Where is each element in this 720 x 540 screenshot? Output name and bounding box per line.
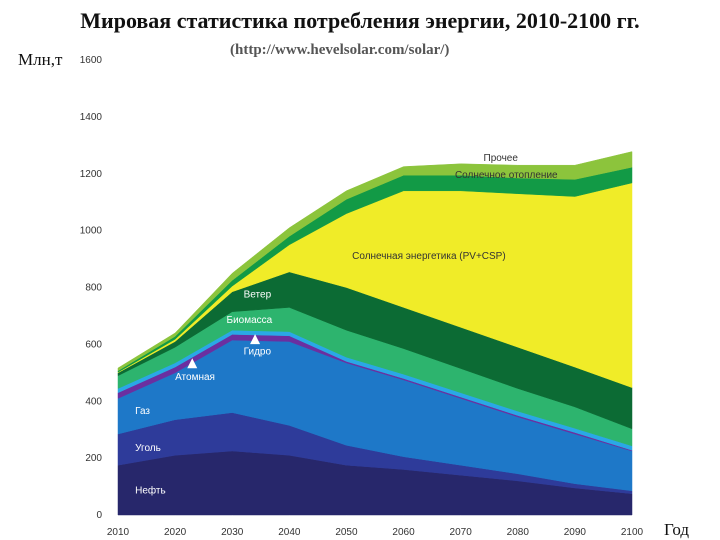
chart-subtitle: (http://www.hevelsolar.com/solar/)	[230, 42, 450, 58]
y-axis-label: Млн,т	[18, 50, 63, 69]
label-marker-triangle	[187, 358, 198, 369]
x-tick-label: 2040	[278, 527, 301, 538]
x-tick-label: 2010	[107, 527, 130, 538]
x-tick-label: 2090	[564, 527, 587, 538]
series-label: Прочее	[484, 153, 519, 164]
series-label: Солнечное отопление	[455, 170, 558, 181]
y-tick-label: 1400	[80, 112, 103, 123]
series-label: Атомная	[175, 372, 215, 383]
y-tick-label: 1600	[80, 55, 103, 66]
chart-title: Мировая статистика потребления энергии, …	[80, 8, 640, 33]
series-label: Солнечная энергетика (PV+CSP)	[352, 251, 506, 262]
series-label: Биомасса	[227, 315, 273, 326]
x-tick-label: 2020	[164, 527, 187, 538]
x-tick-label: 2050	[335, 527, 358, 538]
label-marker-triangle	[250, 334, 261, 345]
y-tick-label: 0	[96, 510, 102, 521]
y-tick-label: 1200	[80, 169, 103, 180]
y-tick-label: 600	[85, 339, 102, 350]
y-tick-label: 200	[85, 453, 102, 464]
area-series-10	[117, 151, 633, 372]
series-label: Гидро	[244, 346, 272, 357]
x-tick-label: 2030	[221, 527, 244, 538]
series-label: Уголь	[135, 443, 161, 454]
x-tick-label: 2060	[392, 527, 415, 538]
x-tick-label: 2080	[507, 527, 530, 538]
y-tick-label: 800	[85, 283, 102, 294]
y-tick-label: 1000	[80, 226, 103, 237]
x-tick-label: 2070	[450, 527, 473, 538]
series-label: Газ	[135, 406, 150, 417]
y-tick-label: 400	[85, 396, 102, 407]
series-label: Ветер	[244, 289, 272, 300]
series-label: Нефть	[135, 485, 166, 497]
x-axis-label: Год	[664, 520, 689, 539]
x-tick-label: 2100	[621, 527, 644, 538]
